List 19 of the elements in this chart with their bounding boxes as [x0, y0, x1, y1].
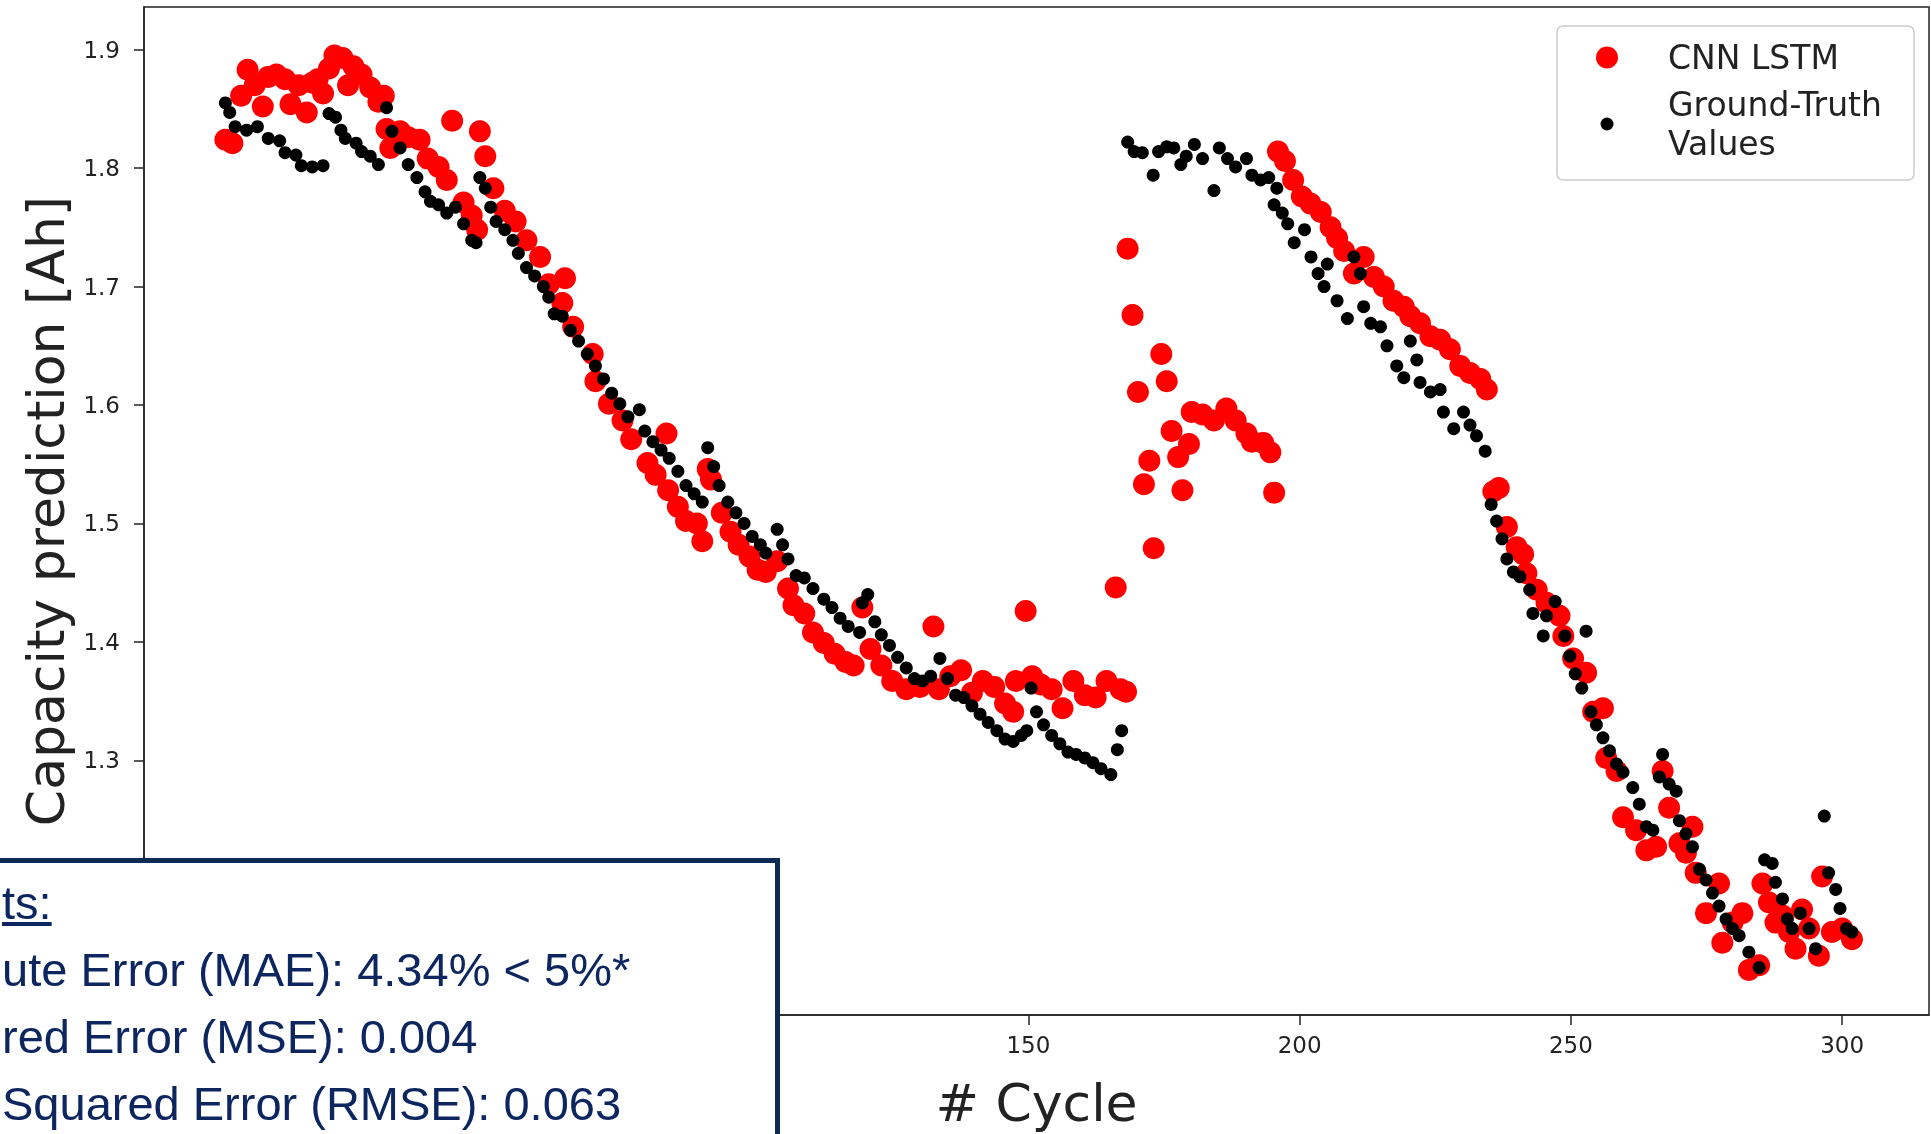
y-tick-label: 1.5 — [83, 510, 120, 537]
y-axis-title: Capacity prediction [Ah] — [16, 195, 76, 827]
x-tick-label: 250 — [1548, 1031, 1593, 1058]
x-axis-title: # Cycle — [935, 1073, 1138, 1133]
text: Squared Error (RMSE): 0.063 — [2, 1077, 622, 1130]
y-tick-label: 1.9 — [83, 36, 120, 63]
legend-label: CNN LSTM — [1668, 38, 1839, 77]
y-tick-label: 1.6 — [83, 391, 120, 418]
y-tick-label: 1.8 — [83, 155, 120, 182]
legend-label: Ground-Truth Values — [1668, 85, 1893, 163]
y-tick-label: 1.7 — [83, 273, 120, 300]
y-tick-label: 1.4 — [83, 628, 120, 655]
annotation: ute Error (MAE): 4.34% < 5%* — [2, 943, 631, 996]
text: ts: — [2, 876, 52, 929]
x-tick-label: 150 — [1006, 1031, 1051, 1058]
annotation: red Error (MSE): 0.004 — [2, 1010, 478, 1063]
y-tick-label: 1.3 — [83, 747, 120, 774]
x-tick-label: 200 — [1277, 1031, 1322, 1058]
x-tick-label: 300 — [1820, 1031, 1865, 1058]
